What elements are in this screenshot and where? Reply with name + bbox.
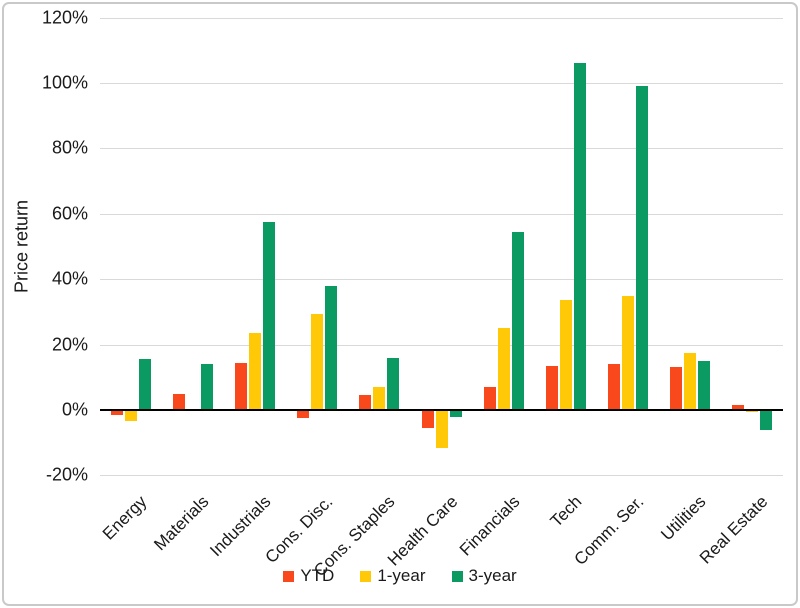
bar-ytd-industrials: [235, 363, 247, 410]
legend: YTD 1-year 3-year: [0, 566, 800, 586]
bar-1-year-financials: [498, 328, 510, 410]
legend-swatch: [451, 570, 463, 582]
bar-3-year-materials: [201, 364, 213, 410]
bar-3-year-utilities: [698, 361, 710, 410]
y-tick-label: 100%: [41, 72, 88, 93]
bar-1-year-comm-ser-: [622, 296, 634, 410]
bar-1-year-cons-disc-: [311, 314, 323, 410]
gridline: [100, 148, 783, 149]
y-tick-label: 80%: [51, 137, 88, 158]
legend-item-ytd: YTD: [283, 566, 334, 586]
bar-ytd-cons-disc-: [297, 410, 309, 418]
legend-item-3-year: 3-year: [451, 566, 517, 586]
y-tick-label: 20%: [51, 334, 88, 355]
bar-ytd-utilities: [670, 367, 682, 410]
bar-ytd-health-care: [422, 410, 434, 428]
bar-ytd-comm-ser-: [608, 364, 620, 410]
bar-1-year-real-estate: [746, 410, 758, 412]
y-axis-title: Price return: [11, 199, 32, 294]
bar-3-year-industrials: [263, 222, 275, 410]
legend-item-1-year: 1-year: [360, 566, 426, 586]
bar-3-year-health-care: [450, 410, 462, 417]
bar-1-year-tech: [560, 300, 572, 410]
bar-1-year-health-care: [436, 410, 448, 448]
bar-1-year-cons-staples: [373, 387, 385, 410]
legend-swatch: [283, 570, 295, 582]
bar-ytd-financials: [484, 387, 496, 410]
bar-1-year-utilities: [684, 353, 696, 410]
y-tick-label: 60%: [51, 203, 88, 224]
bar-3-year-financials: [512, 232, 524, 410]
bar-ytd-cons-staples: [359, 395, 371, 410]
bar-3-year-tech: [574, 63, 586, 410]
gridline: [100, 279, 783, 280]
bar-ytd-energy: [111, 410, 123, 415]
bar-3-year-cons-disc-: [325, 286, 337, 410]
bar-3-year-cons-staples: [387, 358, 399, 410]
bar-3-year-real-estate: [760, 410, 772, 430]
gridline: [100, 214, 783, 215]
y-tick-label: 120%: [41, 7, 88, 28]
legend-label: YTD: [300, 566, 335, 585]
bar-1-year-energy: [125, 410, 137, 421]
y-tick-label: -20%: [45, 464, 88, 485]
gridline: [100, 345, 783, 346]
x-axis-zero-line: [100, 409, 783, 411]
y-tick-label: 40%: [51, 268, 88, 289]
legend-label: 1-year: [377, 566, 426, 585]
bar-1-year-industrials: [249, 333, 261, 410]
bar-ytd-tech: [546, 366, 558, 410]
legend-swatch: [360, 570, 372, 582]
bar-3-year-energy: [139, 359, 151, 410]
gridline: [100, 18, 783, 19]
gridline: [100, 83, 783, 84]
bar-ytd-real-estate: [732, 405, 744, 410]
bar-ytd-materials: [173, 394, 185, 410]
legend-label: 3-year: [468, 566, 517, 585]
bar-3-year-comm-ser-: [636, 86, 648, 410]
y-tick-label: 0%: [61, 399, 88, 420]
gridline: [100, 475, 783, 476]
